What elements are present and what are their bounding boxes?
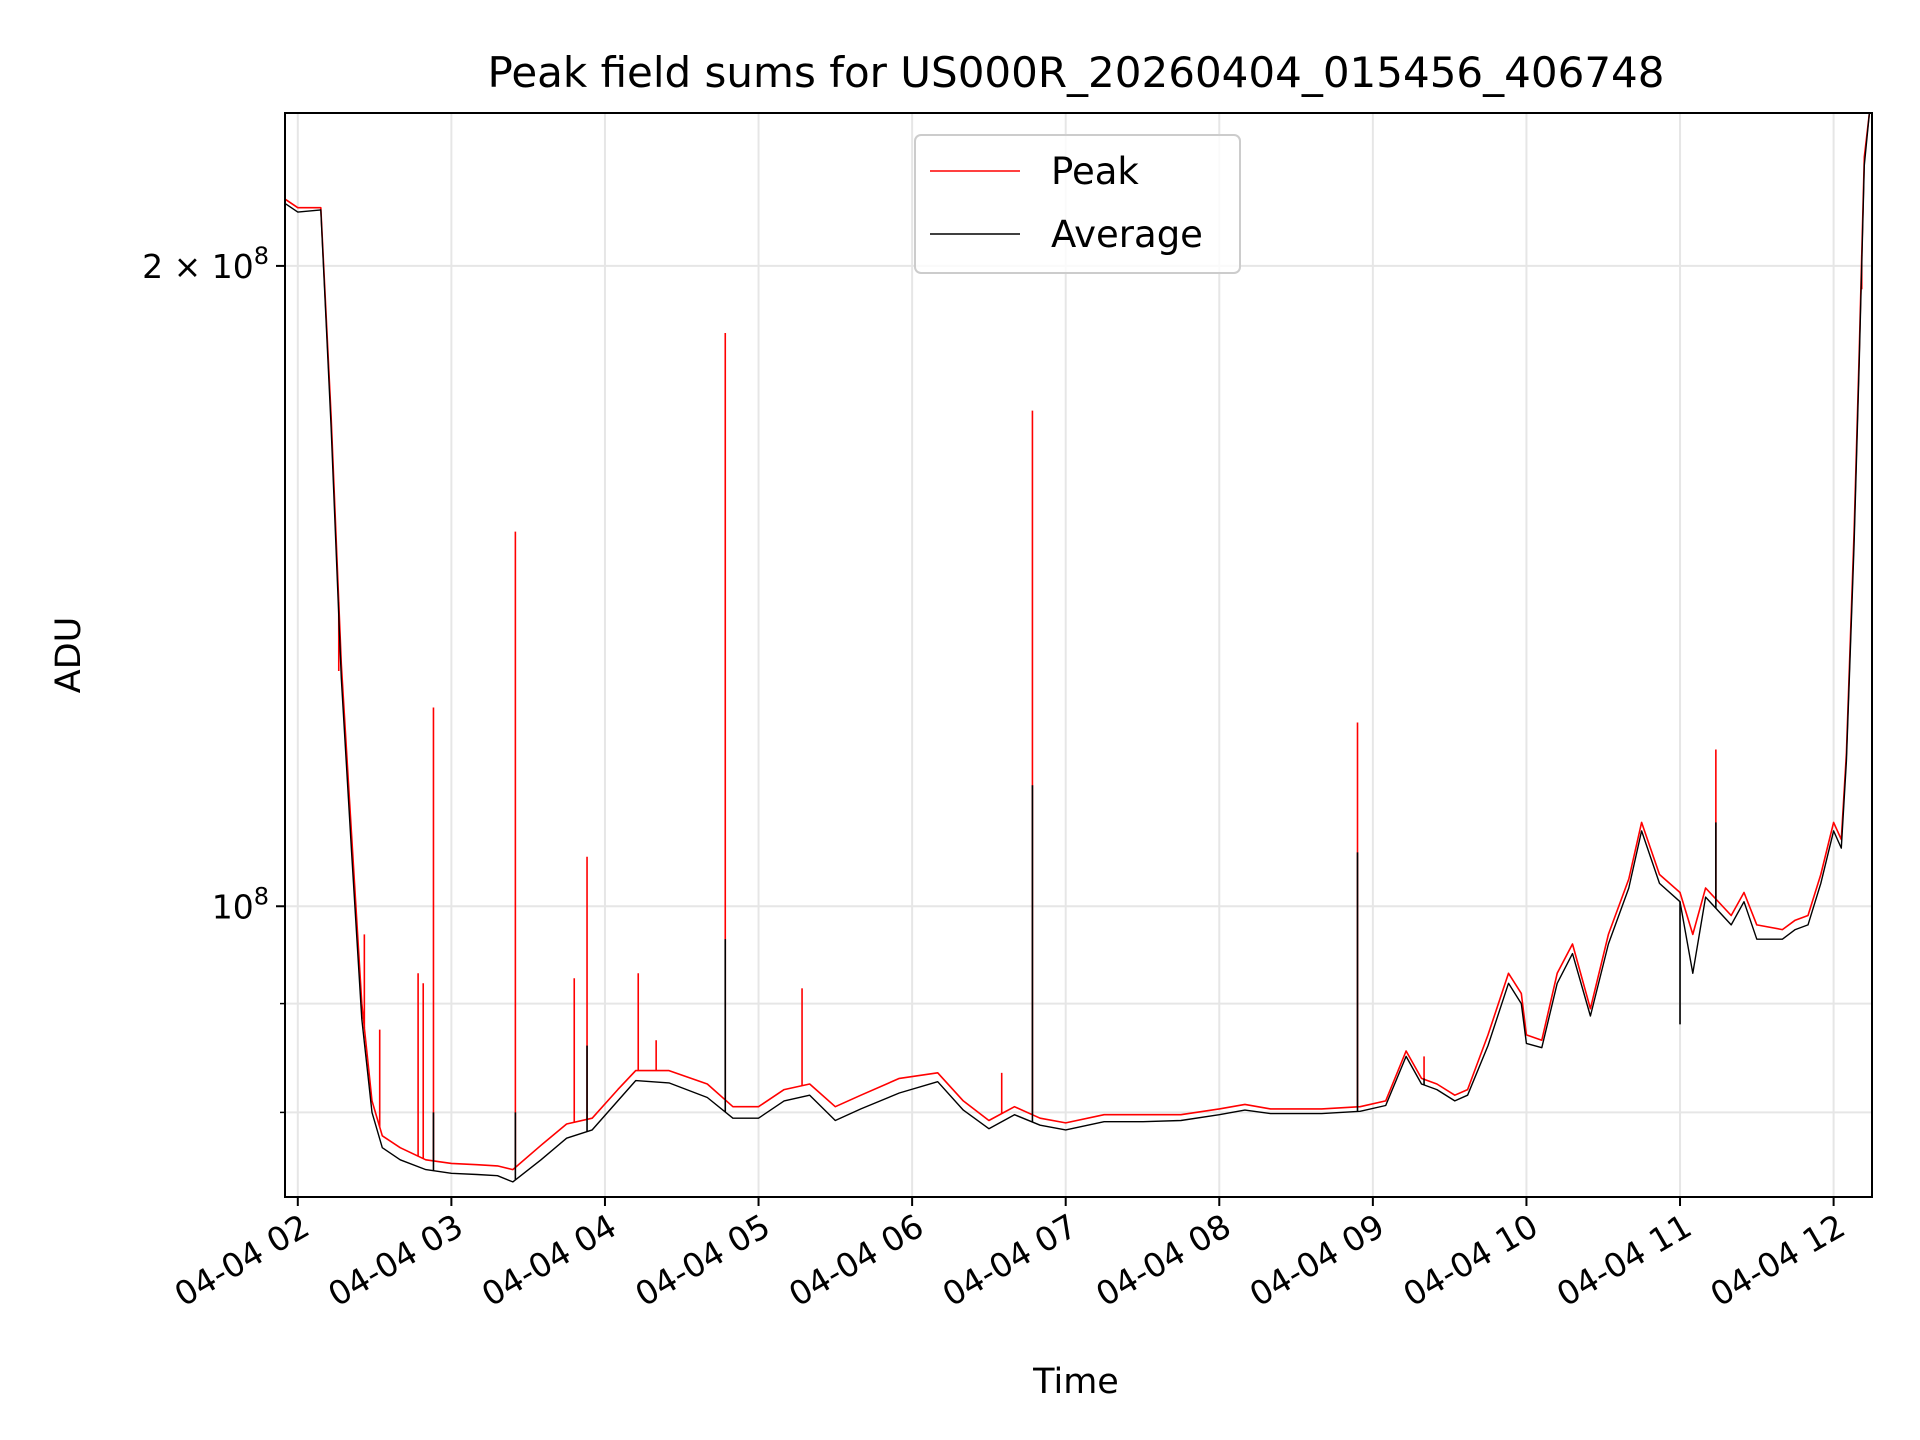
plot-frame xyxy=(284,112,1873,1198)
series-layer xyxy=(285,113,1872,1183)
y-axis-label: ADU xyxy=(49,617,89,694)
legend-frame xyxy=(914,134,1241,274)
legend-label-peak: Peak xyxy=(1051,150,1139,193)
legend: Peak Average xyxy=(914,134,1241,274)
x-axis-label: Time xyxy=(1032,1362,1119,1402)
peak-line xyxy=(285,113,1872,1171)
average-line xyxy=(285,113,1872,1183)
legend-label-average: Average xyxy=(1051,213,1203,256)
chart-title: Peak field sums for US000R_20260404_0154… xyxy=(488,48,1665,97)
y-tick-label: 2 × 108 xyxy=(142,242,269,286)
y-tick-label: 108 xyxy=(212,882,269,926)
series-average xyxy=(285,113,1872,1183)
